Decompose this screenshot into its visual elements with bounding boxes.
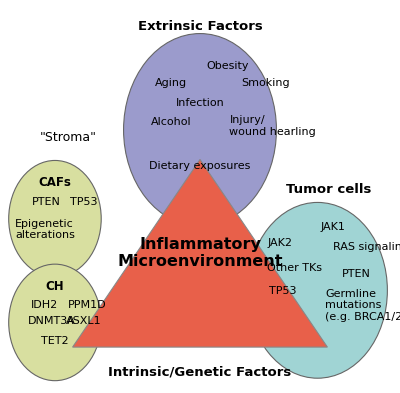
Text: Infection: Infection [176, 98, 224, 108]
Text: PTEN: PTEN [342, 269, 371, 279]
Text: "Stroma": "Stroma" [39, 131, 96, 144]
Text: PTEN: PTEN [32, 197, 61, 208]
Text: Obesity: Obesity [206, 61, 248, 71]
Text: Alcohol: Alcohol [151, 118, 192, 127]
Text: JAK1: JAK1 [321, 222, 346, 232]
Text: Dietary exposures: Dietary exposures [149, 161, 251, 171]
Text: Smoking: Smoking [241, 78, 290, 88]
Ellipse shape [124, 33, 276, 226]
Polygon shape [73, 160, 327, 347]
Text: TP53: TP53 [269, 286, 296, 296]
Text: Injury/
wound hearling: Injury/ wound hearling [230, 115, 316, 137]
Text: PPM1D: PPM1D [68, 300, 106, 310]
Text: CH: CH [46, 280, 64, 293]
Text: Intrinsic/Genetic Factors: Intrinsic/Genetic Factors [108, 365, 292, 378]
Text: DNMT3A: DNMT3A [28, 316, 75, 326]
Text: Tumor cells: Tumor cells [286, 183, 372, 196]
Text: RAS signaling: RAS signaling [333, 242, 400, 252]
Text: TET2: TET2 [41, 336, 69, 346]
Ellipse shape [9, 264, 101, 381]
Ellipse shape [9, 160, 101, 277]
Text: Extrinsic Factors: Extrinsic Factors [138, 20, 262, 33]
Text: ASXL1: ASXL1 [66, 316, 102, 326]
Text: TP53: TP53 [70, 197, 97, 208]
Text: CAFs: CAFs [38, 176, 71, 189]
Ellipse shape [248, 202, 387, 378]
Text: Aging: Aging [155, 78, 187, 88]
Text: Epigenetic
alterations: Epigenetic alterations [15, 219, 75, 241]
Text: Other TKs: Other TKs [267, 263, 322, 273]
Text: Germline
mutations
(e.g. BRCA1/2): Germline mutations (e.g. BRCA1/2) [326, 288, 400, 322]
Text: IDH2: IDH2 [31, 300, 58, 310]
Text: JAK2: JAK2 [268, 239, 292, 248]
Text: Inflammatory
Microenvironment: Inflammatory Microenvironment [117, 237, 283, 270]
